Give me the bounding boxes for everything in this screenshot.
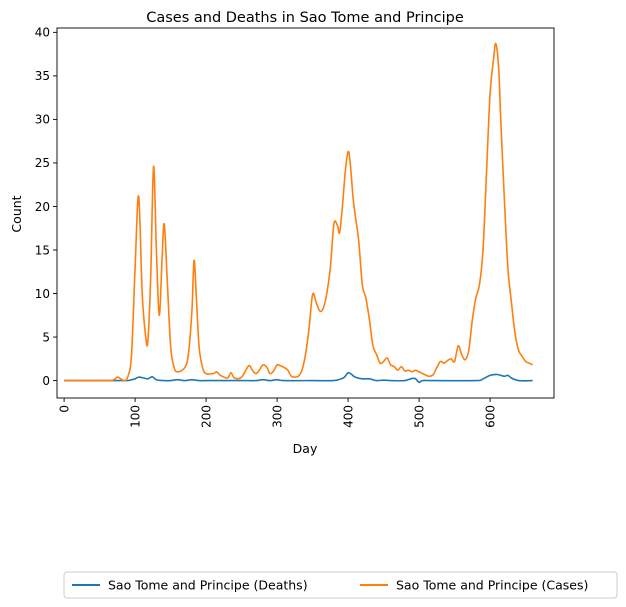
legend-label-cases: Sao Tome and Principe (Cases) xyxy=(396,578,588,593)
x-tick-label: 0 xyxy=(58,405,72,413)
series-line-deaths xyxy=(64,371,533,384)
y-tick-label: 20 xyxy=(35,200,50,214)
x-tick-label: 600 xyxy=(484,405,498,428)
y-tick-label: 40 xyxy=(35,26,50,40)
y-tick-label: 5 xyxy=(42,330,50,344)
series-group xyxy=(64,42,534,384)
x-tick-label: 500 xyxy=(413,405,427,428)
legend-frame xyxy=(63,571,618,599)
x-tick-group: 0 100 200 300 400 500 600 xyxy=(58,398,498,428)
x-tick-label: 100 xyxy=(129,405,143,428)
y-tick-group: 0 5 10 15 20 25 30 35 40 xyxy=(35,26,57,388)
y-tick-label: 15 xyxy=(35,243,50,257)
y-tick-label: 0 xyxy=(42,374,50,388)
x-tick-label: 300 xyxy=(271,405,285,428)
y-axis-label: Count xyxy=(9,195,24,232)
series-line-cases xyxy=(64,42,534,382)
legend-label-deaths: Sao Tome and Principe (Deaths) xyxy=(108,578,308,593)
x-tick-label: 200 xyxy=(200,405,214,428)
plot-frame xyxy=(56,27,555,399)
chart-title: Cases and Deaths in Sao Tome and Princip… xyxy=(146,10,464,26)
y-tick-label: 35 xyxy=(35,69,50,83)
legend: Sao Tome and Principe (Deaths) Sao Tome … xyxy=(63,571,618,599)
y-tick-label: 30 xyxy=(35,113,50,127)
x-axis-label: Day xyxy=(293,441,318,456)
y-tick-label: 10 xyxy=(35,287,50,301)
x-tick-label: 400 xyxy=(342,405,356,428)
y-tick-label: 25 xyxy=(35,156,50,170)
